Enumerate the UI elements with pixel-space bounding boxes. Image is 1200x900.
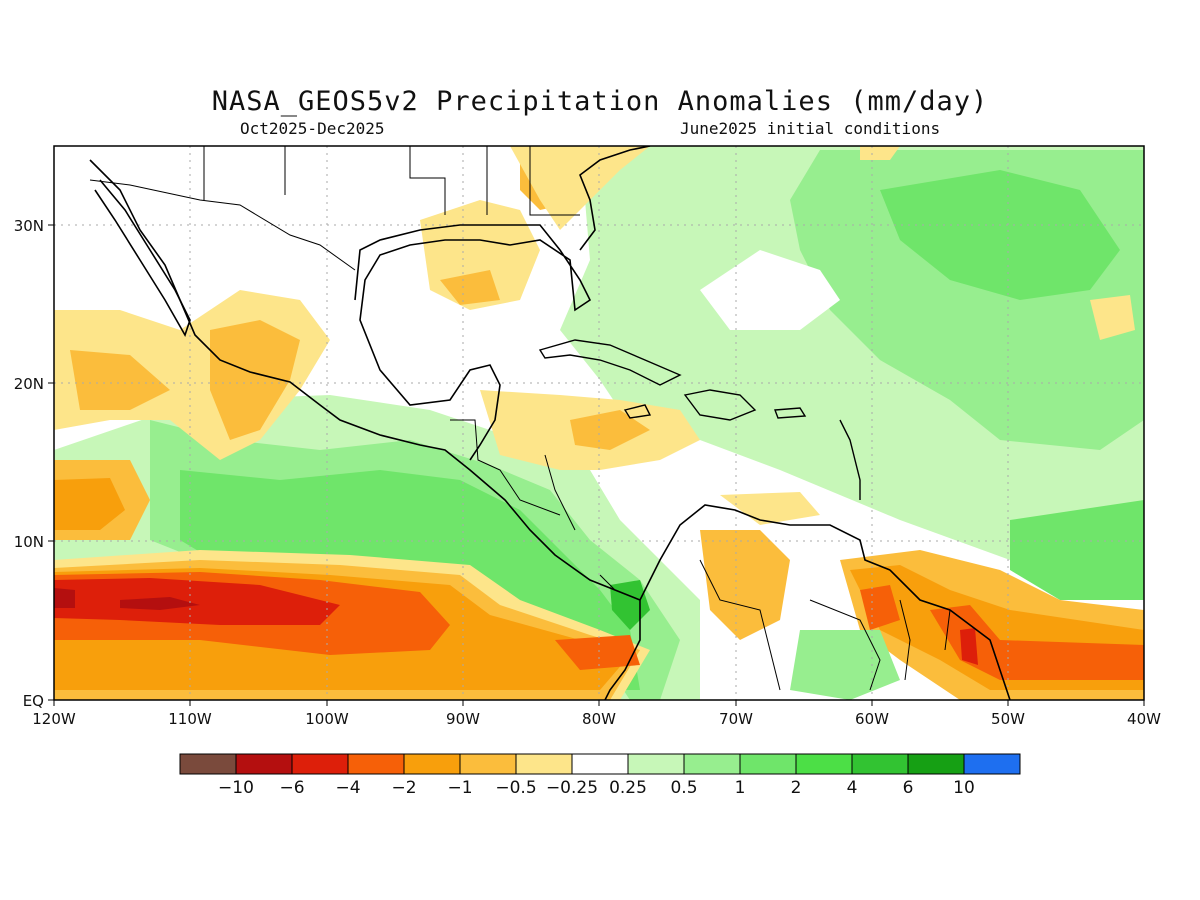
- colorbar-label: 4: [847, 778, 858, 798]
- south-america-borders: [699, 559, 951, 691]
- dry-pacific-west-2: [54, 478, 125, 530]
- map-title: NASA_GEOS5v2 Precipitation Anomalies (mm…: [211, 86, 989, 117]
- colorbar-swatch: [683, 753, 741, 775]
- x-tick-label: 40W: [1127, 710, 1161, 728]
- dry-guianas-core: [960, 628, 978, 665]
- lesser-antilles-islands: [839, 419, 861, 500]
- colorbar-swatch: [571, 753, 629, 775]
- x-tick-label: 120W: [32, 710, 76, 728]
- x-tick-label: 80W: [582, 710, 616, 728]
- x-tick-label: 70W: [719, 710, 753, 728]
- colorbar-swatch: [963, 753, 1021, 775]
- atlantic-white-gap: [700, 250, 840, 330]
- y-tick-label: 30N: [14, 217, 44, 235]
- puerto-rico-island: [774, 407, 807, 419]
- us-mexico-border: [89, 179, 356, 271]
- dry-offshore-colombia: [555, 635, 640, 670]
- anomaly-field: [54, 146, 1144, 700]
- colorbar: −10 −6 −4 −2 −1 −0.5 −0.25 0.25 0.5 1 2 4 6 10: [179, 753, 1021, 798]
- colorbar-swatch: [627, 753, 685, 775]
- graticule: [54, 146, 1144, 700]
- colorbar-label: −10: [218, 778, 254, 798]
- y-tick-label: EQ: [23, 692, 44, 710]
- baja-california-peninsula: [94, 179, 191, 337]
- colorbar-label: −6: [279, 778, 304, 798]
- forecast-period: Oct2025-Dec2025: [240, 119, 385, 138]
- colorbar-label: −0.5: [495, 778, 536, 798]
- dry-caribbean-sa-coast: [720, 492, 820, 525]
- dry-atlantic-east: [860, 146, 1135, 340]
- islands: [538, 339, 861, 500]
- colorbar-label: 10: [953, 778, 975, 798]
- gulf-of-mexico-coastline: [354, 224, 592, 461]
- colorbar-swatch: [291, 753, 349, 775]
- y-tick-label: 20N: [14, 375, 44, 393]
- colorbar-swatch: [403, 753, 461, 775]
- wet-atlantic-region-3: [880, 170, 1120, 300]
- x-axis-labels: 120W 110W 100W 90W 80W 70W 60W 50W 40W: [32, 710, 1161, 728]
- x-tick-label: 50W: [991, 710, 1025, 728]
- political-borders: [89, 146, 951, 691]
- colorbar-swatch: [795, 753, 853, 775]
- dry-mexico-pacific-2: [70, 320, 300, 440]
- colorbar-label: −1: [447, 778, 472, 798]
- colorbar-label: 0.25: [609, 778, 647, 798]
- colorbar-label: 0.5: [670, 778, 697, 798]
- x-tick-label: 90W: [446, 710, 480, 728]
- colorbar-swatch: [347, 753, 405, 775]
- colorbar-label: −4: [335, 778, 360, 798]
- dry-guianas-3: [860, 585, 1144, 680]
- y-tick-label: 10N: [14, 533, 44, 551]
- colorbar-swatch: [851, 753, 909, 775]
- x-tick-label: 110W: [168, 710, 212, 728]
- colorbar-swatch: [179, 753, 237, 775]
- colorbar-swatch: [459, 753, 517, 775]
- colorbar-label: 2: [791, 778, 802, 798]
- dry-core-darkest: [54, 588, 200, 610]
- colorbar-label: 1: [735, 778, 746, 798]
- x-tick-label: 60W: [855, 710, 889, 728]
- coastlines: [89, 146, 1011, 700]
- hispaniola-island: [683, 389, 757, 421]
- us-atlantic-coastline: [579, 146, 651, 251]
- dry-south-atlantic-us: [510, 146, 650, 230]
- colorbar-swatch: [907, 753, 965, 775]
- tick-marks: [48, 224, 1145, 706]
- dry-venezuela: [700, 530, 790, 640]
- colorbar-label: −0.25: [546, 778, 598, 798]
- colorbar-swatch: [235, 753, 293, 775]
- x-tick-label: 100W: [305, 710, 349, 728]
- colorbar-label: 6: [903, 778, 914, 798]
- central-america-borders: [450, 419, 616, 591]
- colorbar-label: −2: [391, 778, 416, 798]
- us-state-lines: [203, 146, 580, 216]
- wet-atlantic-ne-region: [1010, 500, 1144, 600]
- south-american-coastline: [639, 504, 1011, 700]
- cuba-island: [538, 339, 682, 386]
- core-dry-eastern-pacific: [54, 578, 340, 625]
- initial-conditions: June2025 initial conditions: [680, 119, 941, 138]
- colorbar-swatch: [515, 753, 573, 775]
- y-axis-labels: EQ 10N 20N 30N: [14, 217, 44, 710]
- dry-caribbean-2: [570, 410, 650, 450]
- jamaica-island: [623, 404, 652, 419]
- colorbar-swatch: [739, 753, 797, 775]
